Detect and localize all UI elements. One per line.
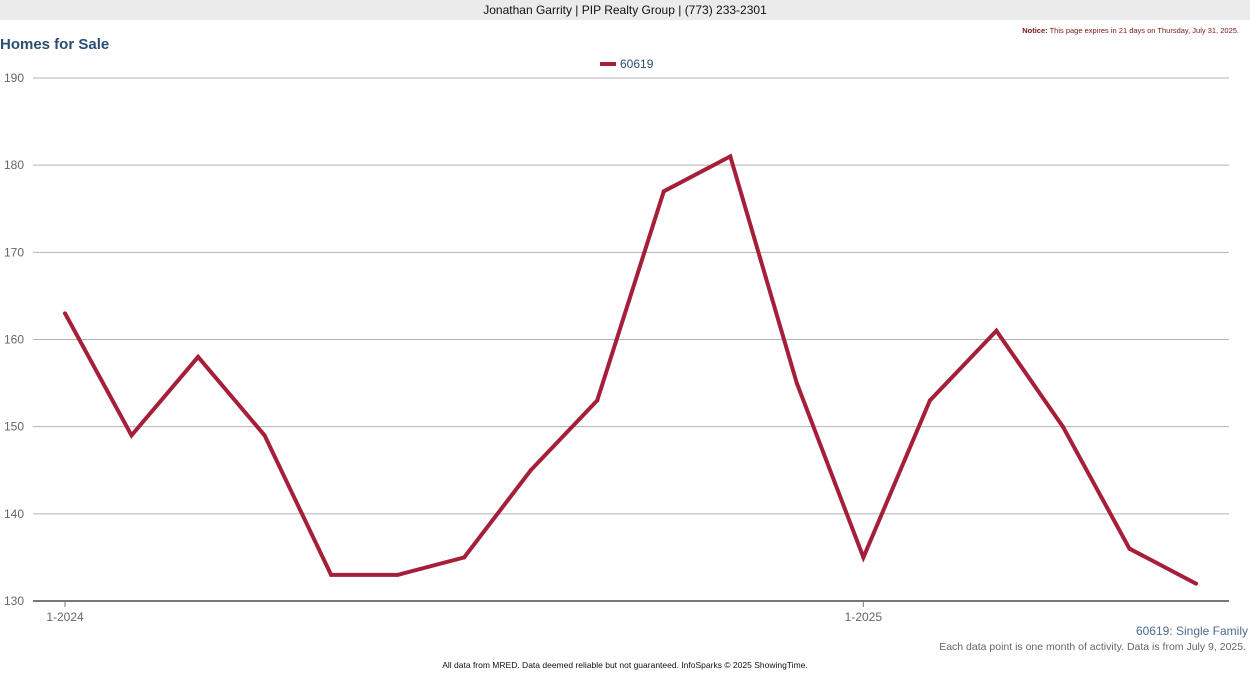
notice-text: This page expires in 21 days on Thursday… <box>1049 26 1239 35</box>
data-point-2024-09[interactable] <box>595 398 600 403</box>
data-point-2024-05[interactable] <box>329 572 334 577</box>
data-point-2024-01[interactable] <box>63 311 67 316</box>
legend-label-60619: 60619 <box>620 57 654 71</box>
y-tick-label-130: 130 <box>4 594 24 608</box>
data-footnote: Each data point is one month of activity… <box>939 641 1246 653</box>
data-point-2024-11[interactable] <box>728 154 733 159</box>
gridlines <box>33 77 1229 602</box>
data-point-2024-12[interactable] <box>794 381 799 386</box>
data-point-2024-03[interactable] <box>196 354 201 359</box>
data-point-2025-04[interactable] <box>1060 424 1065 429</box>
expiry-notice: Notice: This page expires in 21 days on … <box>1022 26 1239 35</box>
data-point-2024-04[interactable] <box>262 433 267 438</box>
data-point-2024-10[interactable] <box>661 189 666 194</box>
data-point-2025-01[interactable] <box>861 555 866 560</box>
y-axis-ticks: 130 140 150 160 170 180 190 <box>4 71 24 608</box>
y-tick-label-140: 140 <box>4 507 24 521</box>
data-point-2025-06[interactable] <box>1194 581 1198 586</box>
y-tick-label-160: 160 <box>4 333 24 347</box>
legend-swatch-60619 <box>600 62 616 66</box>
y-tick-label-180: 180 <box>4 158 24 172</box>
y-tick-label-190: 190 <box>4 71 24 85</box>
data-point-2025-03[interactable] <box>994 328 999 333</box>
data-point-2024-02[interactable] <box>129 433 134 438</box>
chart-title: Homes for Sale <box>0 36 110 53</box>
series-line-60619[interactable] <box>63 153 1197 586</box>
data-point-2024-08[interactable] <box>528 468 533 473</box>
x-tick-label-1-2024: 1-2024 <box>46 610 84 624</box>
y-tick-label-170: 170 <box>4 245 24 259</box>
chart-legend[interactable]: 60619 <box>600 57 653 71</box>
data-point-2025-02[interactable] <box>927 398 932 403</box>
data-point-2025-05[interactable] <box>1127 546 1132 551</box>
data-point-2024-06[interactable] <box>395 572 400 577</box>
data-point-2024-07[interactable] <box>462 555 467 560</box>
x-axis-ticks: 1-2024 1-2025 <box>46 601 882 624</box>
agent-header: Jonathan Garrity | PIP Realty Group | (7… <box>0 0 1250 20</box>
page-footer: All data from MRED. Data deemed reliable… <box>442 660 808 670</box>
series-footnote: 60619: Single Family <box>1135 624 1248 638</box>
y-tick-label-150: 150 <box>4 420 24 434</box>
series-layer <box>63 153 1198 586</box>
x-tick-label-1-2025: 1-2025 <box>845 610 883 624</box>
notice-label: Notice: <box>1022 26 1048 35</box>
